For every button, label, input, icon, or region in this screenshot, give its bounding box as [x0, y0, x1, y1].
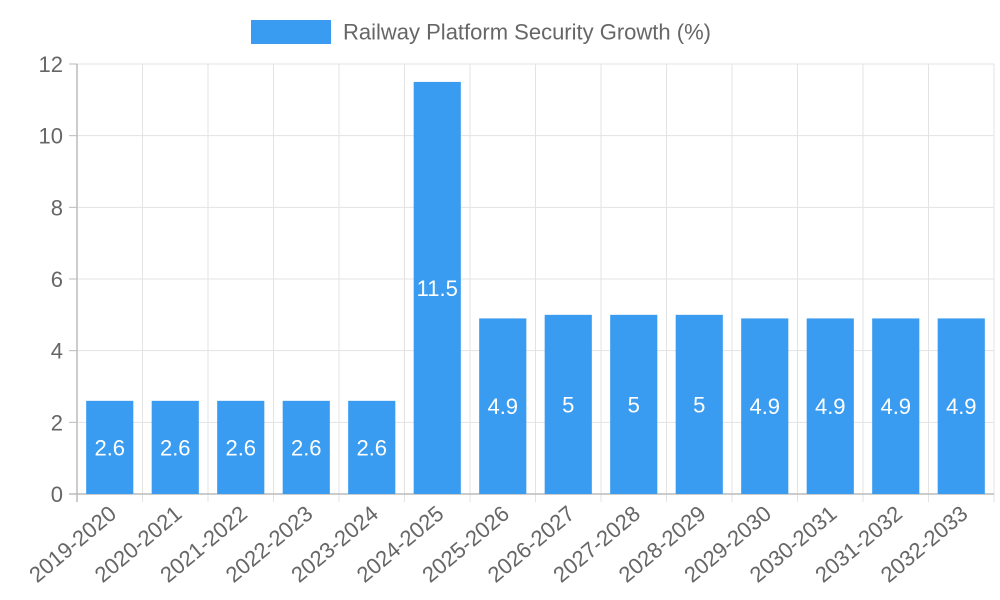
y-tick-labels: 0 2 4 6 8 10 12 [39, 52, 63, 507]
bar-value-label: 4.9 [487, 394, 518, 419]
bar-value-label: 5 [628, 392, 640, 417]
x-tick-labels: 2019-20202020-20212021-20222022-20232023… [24, 501, 972, 588]
bar[interactable] [544, 314, 592, 494]
bar-value-label: 2.6 [160, 435, 191, 460]
bar-value-label: 5 [562, 392, 574, 417]
grid [77, 63, 995, 494]
y-tick-label: 6 [51, 267, 63, 292]
bar[interactable] [675, 314, 723, 494]
bar[interactable] [741, 318, 789, 494]
bar-value-label: 2.6 [225, 435, 256, 460]
y-tick-label: 0 [51, 482, 63, 507]
legend-label[interactable]: Railway Platform Security Growth (%) [343, 20, 711, 45]
bar-value-label: 11.5 [417, 276, 458, 301]
legend-swatch[interactable] [251, 20, 331, 44]
bar[interactable] [872, 318, 920, 494]
bar-value-label: 4.9 [946, 394, 977, 419]
bar[interactable] [282, 400, 330, 494]
bar[interactable] [217, 400, 265, 494]
bar-value-label: 2.6 [94, 435, 125, 460]
bar-value-label: 2.6 [291, 435, 322, 460]
y-tick-label: 10 [39, 124, 63, 149]
bar-value-label: 2.6 [356, 435, 387, 460]
bars [86, 81, 985, 495]
y-tick-label: 4 [51, 339, 63, 364]
bar[interactable] [413, 81, 461, 495]
bar[interactable] [348, 400, 396, 494]
y-tick-label: 2 [51, 410, 63, 435]
data-labels: 2.6 2.6 2.6 2.6 2.6 11.5 4.9 5 5 5 4.9 4.9 4.9 4.9 [94, 276, 976, 460]
bar-value-label: 4.9 [815, 394, 846, 419]
y-tick-label: 8 [51, 195, 63, 220]
bar[interactable] [151, 400, 199, 494]
bar[interactable] [806, 318, 854, 494]
bar[interactable] [86, 400, 134, 494]
bar[interactable] [479, 318, 527, 494]
bar[interactable] [610, 314, 658, 494]
bar-value-label: 4.9 [749, 394, 780, 419]
bar-value-label: 4.9 [880, 394, 911, 419]
y-tick-label: 12 [39, 52, 63, 77]
legend[interactable]: Railway Platform Security Growth (%) [251, 20, 711, 45]
bar[interactable] [937, 318, 985, 494]
bar-value-label: 5 [693, 392, 705, 417]
